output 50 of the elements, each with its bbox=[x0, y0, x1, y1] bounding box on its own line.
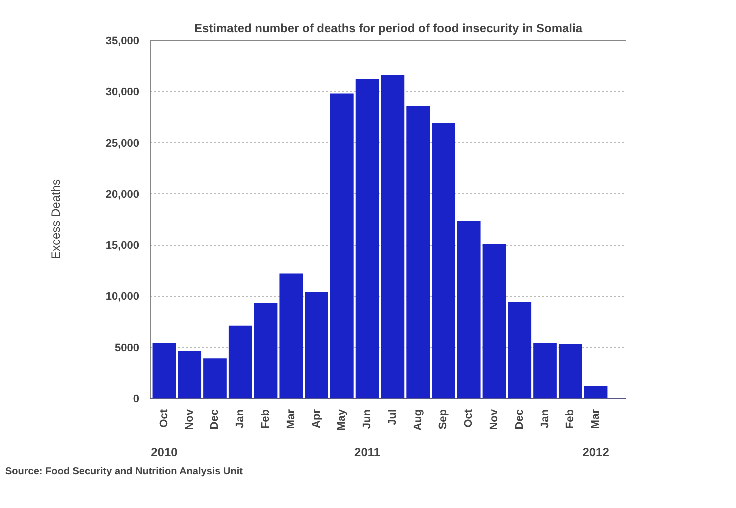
y-tick-label: 5000 bbox=[115, 342, 140, 354]
y-tick-label: 35,000 bbox=[106, 36, 140, 48]
bar bbox=[330, 94, 354, 398]
text: 2011 bbox=[354, 446, 381, 460]
y-axis-title: Excess Deaths bbox=[48, 179, 63, 260]
chart-title: Estimated number of deaths for period of food insecurity in Somalia bbox=[194, 22, 583, 36]
bar bbox=[228, 326, 252, 398]
bar bbox=[457, 222, 481, 398]
bar bbox=[305, 292, 328, 398]
x-tick-label: Oct bbox=[463, 409, 476, 428]
y-tick-label: 30,000 bbox=[106, 86, 140, 99]
bar bbox=[584, 386, 608, 398]
x-tick-label: Jan bbox=[539, 409, 552, 428]
x-tick-label: May bbox=[336, 408, 348, 431]
bar bbox=[508, 302, 532, 398]
bar bbox=[558, 344, 582, 398]
bar bbox=[178, 351, 202, 398]
source-note: Source: Food Security and Nutrition Analysis Unit bbox=[6, 466, 244, 478]
x-tick-label: Mar bbox=[590, 408, 602, 430]
bar bbox=[204, 358, 227, 398]
text: 2012 bbox=[582, 446, 610, 460]
bar bbox=[280, 274, 304, 398]
bar bbox=[254, 303, 278, 398]
bar bbox=[534, 343, 557, 398]
bar bbox=[482, 244, 506, 398]
x-tick-label: Apr bbox=[310, 408, 323, 428]
x-tick-label: Oct bbox=[158, 409, 170, 428]
x-tick-label: Nov bbox=[184, 408, 196, 430]
text: 2010 bbox=[151, 446, 178, 460]
x-tick-label: Jan bbox=[234, 409, 247, 428]
bar bbox=[152, 343, 176, 398]
x-tick-label: Dec bbox=[209, 409, 222, 430]
x-tick-label: Jun bbox=[362, 409, 374, 430]
y-tick-label: 0 bbox=[133, 394, 140, 406]
x-tick-label: Sep bbox=[438, 409, 450, 430]
y-tick-label: 10,000 bbox=[106, 291, 140, 304]
bar bbox=[406, 106, 430, 398]
x-tick-label: Dec bbox=[514, 409, 526, 430]
y-tick-label: 15,000 bbox=[106, 240, 140, 252]
x-tick-label: Aug bbox=[412, 409, 424, 431]
x-tick-label: Nov bbox=[488, 408, 500, 430]
bar bbox=[432, 123, 456, 398]
x-tick-label: Jul bbox=[386, 409, 399, 426]
y-tick-label: 20,000 bbox=[106, 188, 140, 201]
x-tick-label: Feb bbox=[564, 409, 577, 430]
x-tick-label: Feb bbox=[260, 409, 272, 430]
bar bbox=[381, 75, 405, 398]
y-tick-label: 25,000 bbox=[106, 138, 140, 150]
bar bbox=[356, 79, 380, 398]
x-tick-label: Mar bbox=[285, 408, 298, 430]
